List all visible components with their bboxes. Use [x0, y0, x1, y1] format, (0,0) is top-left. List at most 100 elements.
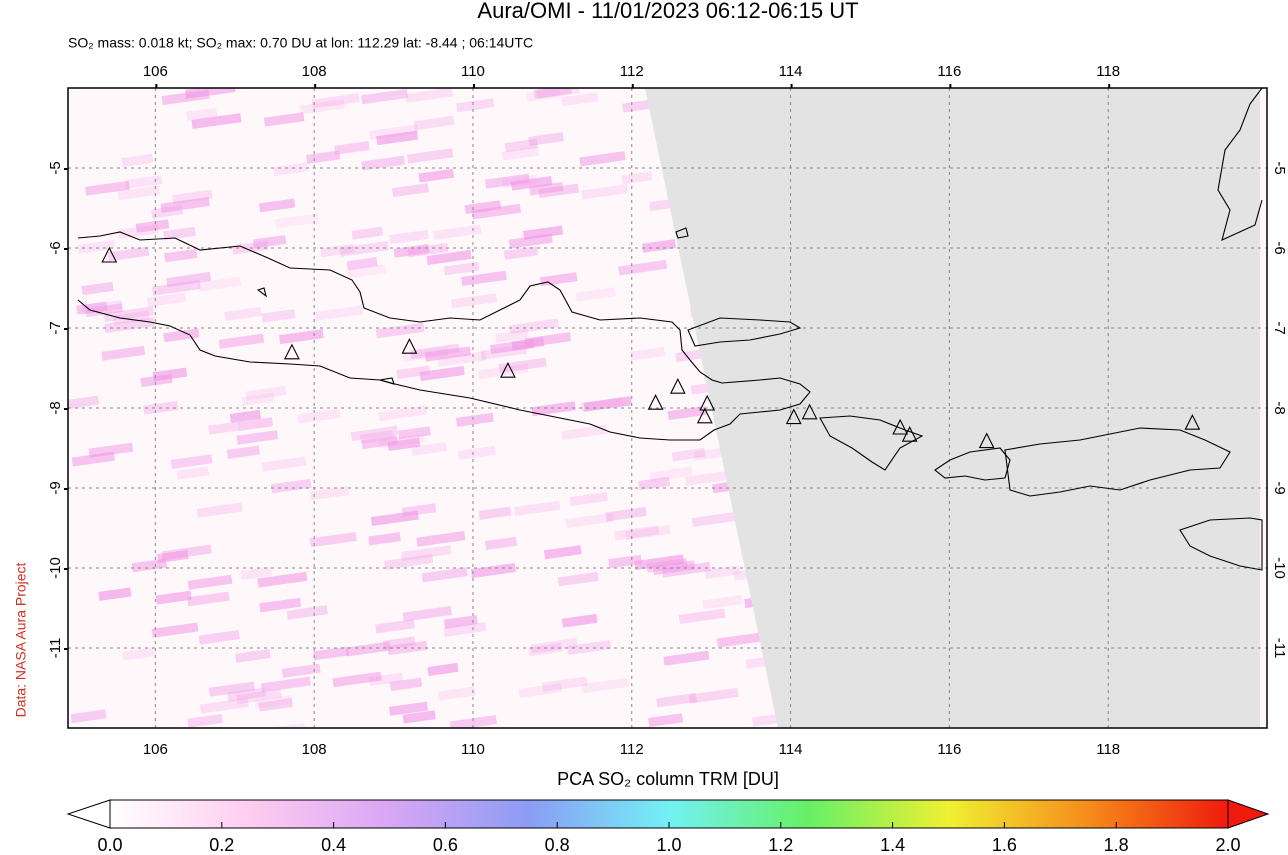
so2-pixel — [418, 168, 455, 183]
so2-pixel — [528, 642, 563, 657]
so2-pixel — [241, 392, 276, 406]
so2-pixel — [375, 619, 415, 634]
y-tick — [64, 248, 68, 250]
y-tick-label-right: -6 — [1271, 241, 1288, 254]
so2-pixel — [518, 683, 562, 698]
so2-pixel — [258, 198, 296, 213]
volcano — [1184, 413, 1201, 430]
so2-pixel — [450, 293, 498, 309]
x-tick-label-bottom: 118 — [1096, 741, 1120, 758]
so2-pixel — [339, 241, 389, 257]
so2-pixel — [437, 351, 487, 367]
so2-pixel — [117, 185, 161, 201]
so2-pixel — [196, 502, 243, 518]
grid — [68, 88, 1267, 728]
madura — [687, 317, 802, 347]
so2-pixel — [286, 605, 328, 620]
so2-pixel — [501, 174, 537, 189]
so2-pixel — [164, 248, 198, 263]
so2-pixel — [528, 132, 564, 146]
x-tick-label-top: 114 — [779, 63, 803, 80]
so2-pixel — [77, 239, 115, 254]
so2-pixel — [427, 662, 459, 676]
so2-pixel — [543, 545, 582, 560]
so2-pixel — [667, 405, 707, 421]
volcano — [696, 407, 713, 424]
so2-pixel — [121, 153, 154, 168]
so2-pixel — [254, 694, 293, 710]
so2-pixel — [70, 709, 107, 724]
so2-pixel — [260, 676, 311, 693]
so2-pixel — [504, 138, 538, 153]
so2-pixel — [426, 249, 472, 265]
colorbar-tick-label: 2.0 — [1215, 835, 1240, 855]
so2-pixel — [160, 197, 210, 213]
so2-pixel — [368, 672, 404, 687]
so2-pixel — [529, 181, 564, 196]
so2-pixel — [561, 613, 598, 628]
so2-pixel — [443, 615, 478, 629]
x-tick — [949, 84, 952, 88]
so2-pixel — [125, 174, 163, 189]
colorbar-tick-label: 1.2 — [768, 835, 793, 855]
colorbar-tick-label: 1.4 — [880, 835, 905, 855]
so2-pixel — [684, 470, 731, 486]
so2-pixel — [419, 365, 465, 382]
so2-pixel — [704, 565, 741, 579]
so2-pixel — [531, 401, 576, 417]
so2-pixel — [642, 239, 677, 253]
so2-pixel — [478, 506, 512, 520]
so2-pixel — [671, 447, 706, 462]
y-tick-label-left: -5 — [47, 161, 64, 174]
credit: Data: NASA Aura Project — [13, 562, 29, 717]
so2-pixel — [236, 688, 282, 705]
y-tick-label-left: -9 — [47, 481, 64, 494]
so2-pixel — [413, 115, 455, 131]
colorbar-tick-label: 1.0 — [656, 835, 681, 855]
so2-pixel — [522, 225, 564, 240]
y-tick-label-left: -8 — [47, 401, 64, 414]
so2-pixel — [567, 640, 612, 656]
so2-pixel — [407, 148, 454, 164]
volcano — [284, 343, 300, 360]
so2-pixel — [402, 605, 452, 622]
so2-pixel — [235, 649, 271, 663]
so2-pixel — [208, 421, 240, 435]
so2-pixel — [361, 155, 406, 171]
so2-pixel — [484, 173, 530, 189]
volcano — [401, 337, 418, 354]
so2-pixel — [433, 224, 482, 240]
so2-pixel — [530, 638, 578, 654]
so2-pixel — [131, 558, 167, 573]
so2-pixel — [252, 234, 287, 249]
so2-pixel — [274, 213, 320, 229]
volcano — [801, 403, 818, 420]
so2-pixel — [449, 715, 497, 728]
colorbar-tick-label: 1.6 — [992, 835, 1017, 855]
y-tick-label-right: -5 — [1271, 161, 1288, 174]
so2-pixel — [484, 536, 518, 551]
so2-pixel — [361, 435, 398, 450]
so2-pixel — [638, 476, 671, 491]
so2-pixel — [68, 395, 100, 409]
so2-pixel — [652, 560, 696, 576]
volcano — [785, 408, 802, 425]
so2-pixel — [258, 698, 293, 712]
x-tick — [631, 84, 634, 88]
volcano — [669, 377, 686, 394]
so2-pixel — [437, 686, 476, 701]
so2-pixel — [471, 203, 522, 220]
so2-pixel — [370, 510, 420, 527]
y-tick-label-right: -7 — [1271, 321, 1288, 334]
so2-pixel — [569, 491, 608, 506]
so2-pixel — [579, 151, 626, 167]
so2-pixel — [237, 417, 274, 431]
so2-pixel — [270, 478, 312, 494]
colorbar-low-extend — [66, 799, 111, 829]
so2-pixel — [345, 641, 391, 657]
y-tick — [64, 568, 68, 570]
so2-pixel — [693, 447, 729, 461]
so2-pixel — [375, 322, 425, 339]
x-tick-label-bottom: 110 — [461, 741, 485, 758]
colorbar-tick-label: 0.6 — [433, 835, 458, 855]
